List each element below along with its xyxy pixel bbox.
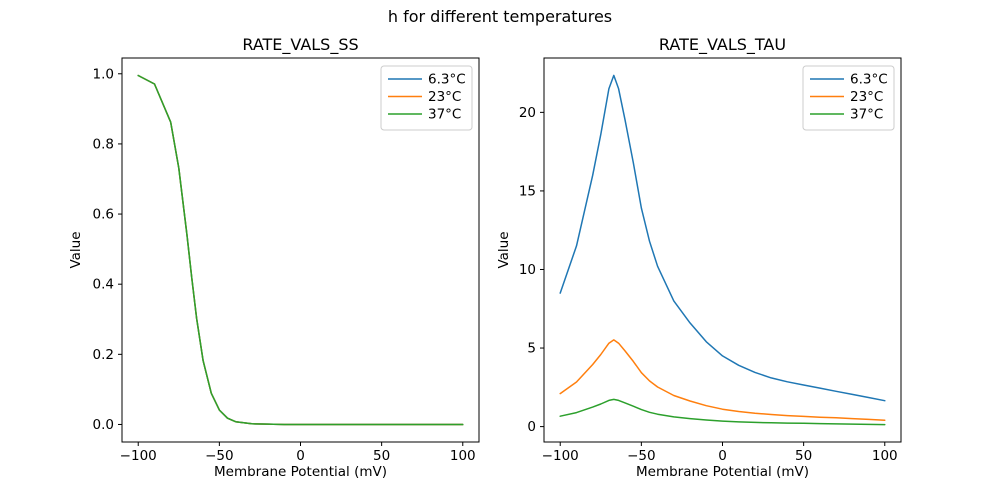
legend-label: 37°C bbox=[850, 107, 883, 123]
legend-label: 6.3°C bbox=[850, 72, 888, 88]
legend-label: 6.3°C bbox=[428, 72, 466, 88]
x-axis-label: Membrane Potential (mV) bbox=[636, 464, 809, 480]
x-tick-label: −100 bbox=[120, 448, 157, 464]
figure-suptitle: h for different temperatures bbox=[388, 7, 612, 26]
curve-37c bbox=[137, 74, 464, 426]
x-tick-label: 50 bbox=[373, 448, 390, 464]
x-tick-label: 50 bbox=[795, 448, 812, 464]
x-tick-label: −100 bbox=[542, 448, 579, 464]
y-axis-label: Value bbox=[68, 231, 84, 268]
legend: 6.3°C23°C 37°C bbox=[802, 65, 895, 131]
axes-rate-vals-tau: −100 −50 0 50 100 0 5 10 15 20 RATE_VALS_TAU Membra… bbox=[496, 35, 902, 480]
y-axis-label: Value bbox=[496, 231, 512, 268]
y-tick-label: 0.4 bbox=[93, 277, 114, 293]
y-tick-label: 0 bbox=[527, 419, 536, 435]
curve-6.3c bbox=[559, 74, 886, 402]
curve-37c bbox=[559, 398, 886, 426]
x-tick-label: −50 bbox=[205, 448, 234, 464]
x-tick-label: 0 bbox=[296, 448, 305, 464]
x-tick-label: −50 bbox=[627, 448, 656, 464]
y-tick-label: 20 bbox=[519, 105, 536, 121]
legend: 6.3°C23°C 37°C bbox=[380, 65, 473, 131]
legend-label: 23°C bbox=[850, 89, 883, 105]
axes-rate-vals-ss: −100 −50 0 50 100 0.0 0.2 0.4 0.6 0.8 1.0 RATE_VALS… bbox=[68, 35, 480, 480]
y-tick-label: 0.0 bbox=[93, 417, 114, 433]
legend-label: 37°C bbox=[428, 107, 461, 123]
axes-title: RATE_VALS_TAU bbox=[659, 35, 786, 55]
y-tick-label: 15 bbox=[519, 183, 536, 199]
y-tick-label: 0.8 bbox=[93, 136, 114, 152]
y-tick-label: 0.6 bbox=[93, 207, 114, 223]
y-tick-label: 5 bbox=[527, 341, 536, 357]
x-axis-label: Membrane Potential (mV) bbox=[214, 464, 387, 480]
y-tick-label: 0.2 bbox=[93, 347, 114, 363]
y-tick-label: 1.0 bbox=[93, 66, 114, 82]
x-tick-label: 100 bbox=[450, 448, 476, 464]
axes-title: RATE_VALS_SS bbox=[242, 35, 358, 55]
x-tick-label: 100 bbox=[872, 448, 898, 464]
y-tick-label: 10 bbox=[519, 262, 536, 278]
charts-group: −100 −50 0 50 1000.00.20.40.60.81.0RATE_VALS… bbox=[68, 35, 902, 480]
legend-label: 23°C bbox=[428, 89, 461, 105]
curve-23c bbox=[559, 339, 886, 421]
x-tick-label: 0 bbox=[718, 448, 727, 464]
